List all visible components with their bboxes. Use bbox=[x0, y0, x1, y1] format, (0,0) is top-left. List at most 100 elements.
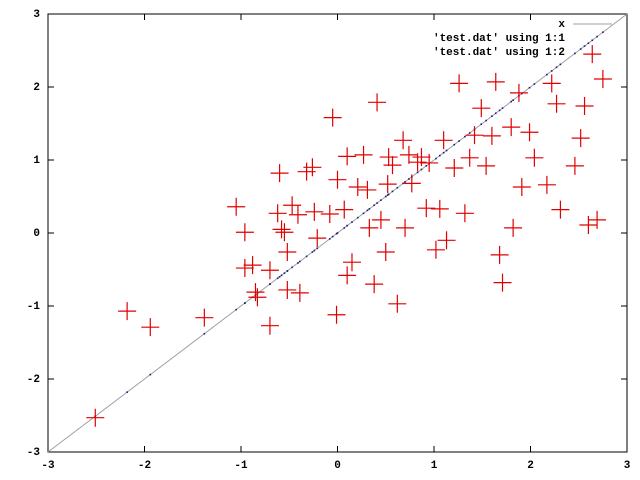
point bbox=[371, 210, 390, 229]
dot bbox=[468, 132, 471, 134]
dot bbox=[574, 52, 576, 55]
y-tick-label: 3 bbox=[33, 9, 40, 21]
dot bbox=[149, 373, 152, 376]
point bbox=[323, 108, 342, 127]
dot bbox=[346, 224, 348, 227]
dot bbox=[299, 260, 301, 263]
dot bbox=[587, 42, 590, 44]
point bbox=[537, 175, 556, 194]
y-tick-label: 2 bbox=[33, 82, 40, 94]
y-tick-label: -1 bbox=[27, 301, 41, 313]
dot bbox=[510, 100, 512, 103]
dot bbox=[396, 186, 399, 189]
dot bbox=[387, 193, 390, 196]
point bbox=[320, 205, 339, 224]
dot bbox=[316, 247, 319, 250]
dot bbox=[491, 115, 493, 117]
dot bbox=[356, 216, 359, 219]
x-tick-label: -2 bbox=[138, 460, 151, 472]
point bbox=[248, 288, 267, 307]
dot bbox=[283, 272, 286, 274]
point bbox=[246, 283, 265, 302]
dot bbox=[521, 92, 523, 95]
point bbox=[583, 45, 602, 64]
point bbox=[260, 261, 279, 280]
point bbox=[308, 229, 327, 248]
point bbox=[504, 218, 523, 237]
dot bbox=[425, 165, 428, 167]
point bbox=[434, 131, 453, 150]
point bbox=[437, 231, 456, 250]
point bbox=[394, 131, 413, 150]
dot bbox=[498, 109, 501, 112]
y-tick-label: 0 bbox=[33, 228, 40, 240]
dot bbox=[602, 31, 604, 34]
dot bbox=[336, 232, 339, 234]
dot bbox=[331, 235, 334, 238]
point bbox=[426, 240, 445, 259]
point bbox=[399, 145, 418, 164]
dot bbox=[343, 227, 346, 229]
point bbox=[575, 96, 594, 115]
dot bbox=[278, 276, 281, 278]
point bbox=[477, 156, 496, 175]
point bbox=[588, 210, 607, 229]
point bbox=[465, 126, 484, 145]
point bbox=[141, 318, 160, 337]
point bbox=[482, 126, 501, 145]
dot bbox=[480, 123, 483, 126]
point bbox=[328, 170, 347, 189]
point bbox=[512, 178, 531, 197]
dot bbox=[297, 262, 299, 264]
dot bbox=[458, 140, 460, 142]
dot bbox=[442, 151, 445, 154]
dot bbox=[512, 99, 514, 101]
dot bbox=[386, 194, 389, 196]
point bbox=[472, 99, 491, 118]
point bbox=[235, 223, 254, 242]
dot bbox=[376, 202, 378, 204]
point bbox=[118, 302, 137, 321]
y-tick-label: -2 bbox=[27, 374, 40, 386]
x-tick-label: 2 bbox=[527, 460, 534, 472]
dot bbox=[435, 157, 437, 160]
point bbox=[327, 305, 346, 324]
dot bbox=[373, 204, 375, 207]
legend-label: x bbox=[558, 19, 565, 31]
dot bbox=[311, 251, 314, 253]
point bbox=[520, 123, 539, 142]
x-tick-label: -1 bbox=[234, 460, 248, 472]
point bbox=[268, 204, 287, 223]
point bbox=[227, 197, 246, 216]
dot bbox=[269, 283, 271, 285]
point bbox=[305, 202, 324, 221]
point bbox=[525, 148, 544, 167]
point bbox=[270, 164, 289, 183]
point bbox=[551, 200, 570, 219]
dot bbox=[533, 83, 536, 85]
dot bbox=[244, 302, 246, 304]
point bbox=[408, 153, 427, 172]
dot bbox=[583, 45, 586, 47]
dot bbox=[559, 63, 562, 66]
point bbox=[342, 253, 361, 272]
point bbox=[235, 259, 254, 278]
point bbox=[272, 220, 291, 239]
dot bbox=[501, 107, 504, 109]
point bbox=[460, 148, 479, 167]
dot bbox=[126, 391, 128, 393]
point bbox=[502, 118, 521, 137]
point bbox=[402, 174, 421, 193]
dot bbox=[555, 66, 558, 69]
dot bbox=[286, 270, 289, 272]
point bbox=[368, 93, 387, 112]
dot bbox=[335, 232, 338, 235]
point bbox=[430, 199, 449, 218]
point bbox=[275, 223, 294, 242]
legend-label: 'test.dat' using 1:1 bbox=[433, 33, 565, 45]
dot bbox=[203, 332, 206, 335]
dot bbox=[404, 181, 406, 183]
dot bbox=[420, 168, 423, 171]
y-tick-label: 1 bbox=[33, 155, 40, 167]
